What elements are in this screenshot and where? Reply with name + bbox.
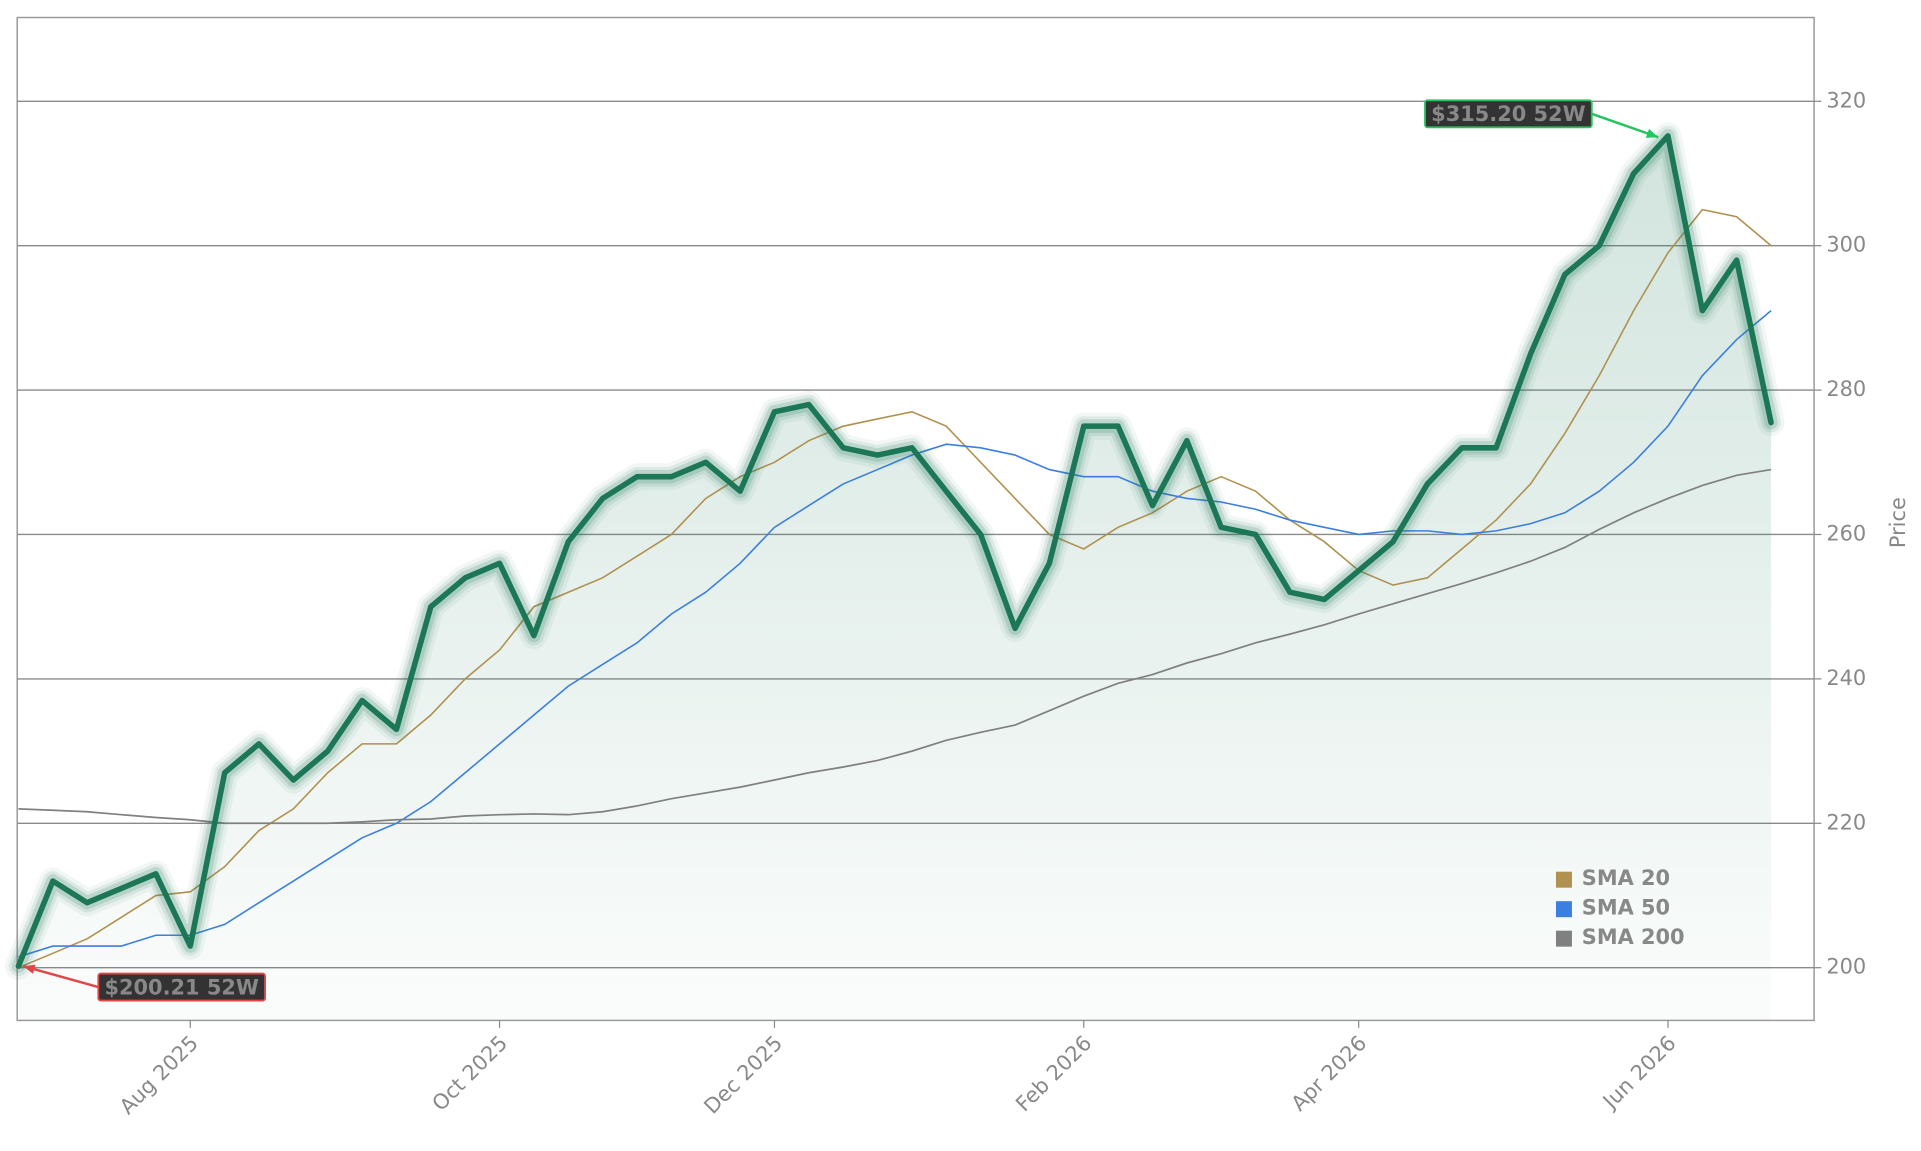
price-area bbox=[18, 135, 1772, 1021]
y-tick-label: 240 bbox=[1826, 666, 1866, 690]
x-tick-label: Jun 2026 bbox=[1597, 1031, 1681, 1115]
x-tick-label: Dec 2025 bbox=[699, 1031, 787, 1119]
y-tick-label: 280 bbox=[1826, 377, 1866, 401]
x-tick-label: Oct 2025 bbox=[427, 1031, 512, 1116]
price-line bbox=[15, 133, 1774, 969]
legend-swatch bbox=[1555, 930, 1572, 947]
annotation-arrow bbox=[1591, 112, 1659, 139]
annotation-arrow bbox=[23, 965, 99, 989]
sma-line bbox=[18, 310, 1772, 958]
annotation-label: $200.21 52W bbox=[104, 975, 258, 999]
legend-swatch bbox=[1555, 871, 1572, 888]
x-tick-label: Feb 2026 bbox=[1011, 1031, 1096, 1116]
x-tick-label: Aug 2025 bbox=[115, 1031, 203, 1119]
annotation-arrowhead bbox=[23, 964, 36, 974]
legend-label: SMA 50 bbox=[1582, 896, 1670, 920]
y-axis-label: Price bbox=[1886, 497, 1910, 548]
annotation-box bbox=[1424, 99, 1593, 129]
y-tick-label: 200 bbox=[1826, 955, 1866, 979]
annotation: $200.21 52W bbox=[97, 972, 266, 1002]
legend-label: SMA 200 bbox=[1582, 925, 1685, 949]
sma-line bbox=[18, 208, 1772, 969]
y-tick-label: 320 bbox=[1826, 88, 1866, 112]
y-tick-label: 300 bbox=[1826, 233, 1866, 257]
sma-line bbox=[18, 468, 1772, 825]
x-tick-label: Apr 2026 bbox=[1287, 1031, 1372, 1116]
y-tick-label: 260 bbox=[1826, 521, 1866, 545]
legend-label: SMA 20 bbox=[1582, 866, 1670, 890]
annotation-arrowhead bbox=[1645, 128, 1659, 138]
annotation-label: $315.20 52W bbox=[1431, 102, 1585, 126]
annotation: $315.20 52W bbox=[1424, 99, 1593, 129]
y-tick-label: 220 bbox=[1826, 810, 1866, 834]
legend-swatch bbox=[1555, 901, 1572, 918]
